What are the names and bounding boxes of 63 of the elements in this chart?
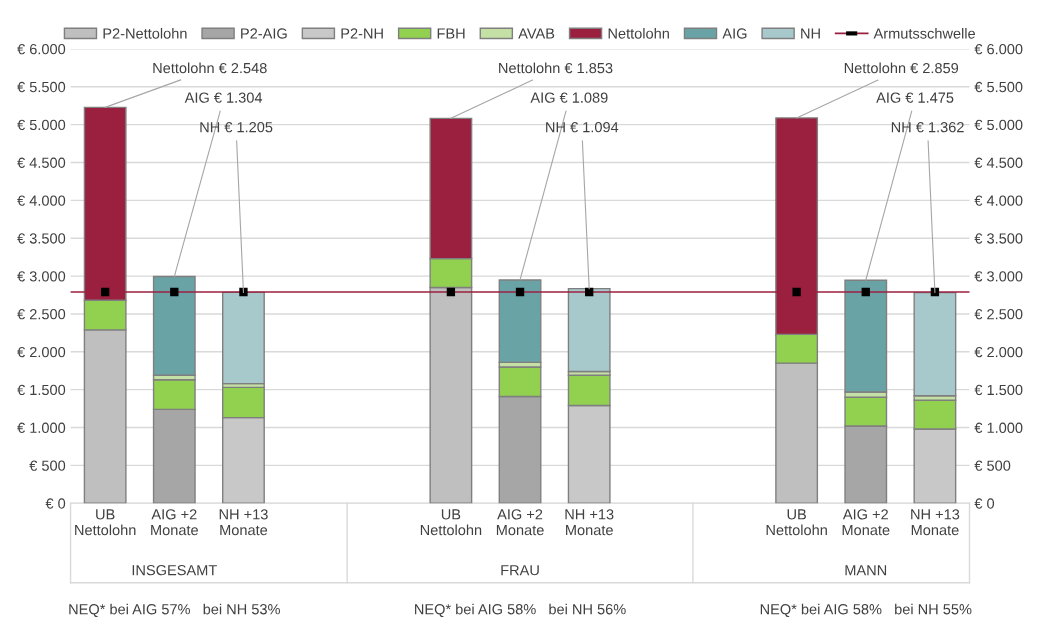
y-tick-label: € 500: [29, 460, 66, 471]
legend-label: AIG: [722, 28, 747, 39]
bar: [222, 291, 265, 385]
data-label: Nettolohn € 2.859: [844, 62, 959, 74]
y-tick-label: € 5.000: [17, 119, 66, 131]
x-tick-label: UB Nettolohn: [75, 509, 136, 536]
y-tick-label: € 0: [45, 498, 66, 509]
legend-label: Nettolohn: [608, 27, 669, 39]
x-tick-label: AIG +2 Monate: [496, 509, 544, 536]
x-tick-label: NH +13 Monate: [911, 509, 960, 536]
x-tick-label: NH +13 Monate: [219, 509, 268, 536]
data-label: NH € 1.362: [891, 122, 964, 133]
legend-label: Armutsschwelle: [873, 27, 976, 39]
x-tick-label: UB Nettolohn: [766, 509, 827, 536]
data-label: NH € 1.094: [546, 122, 619, 133]
y2-tick-label: € 6.000: [974, 44, 1023, 55]
legend-label: AVAB: [518, 28, 555, 39]
y-tick-label: € 4.500: [17, 157, 66, 168]
x-tick-label: AIG +2 Monate: [151, 509, 198, 536]
legend-label: P2-Nettolohn: [103, 27, 187, 39]
text: NEQ* bei AIG 58% bei NH 56%: [415, 603, 626, 617]
data-label: AIG € 1.475: [876, 92, 954, 103]
text: FRAU: [501, 565, 539, 576]
y-tick-label: € 3.000: [17, 271, 66, 282]
text: MANN: [845, 565, 887, 576]
y2-tick-label: € 1.500: [974, 384, 1023, 396]
y2-tick-label: € 5.500: [974, 81, 1023, 93]
y2-tick-label: € 0: [974, 498, 995, 509]
text: NEQ* bei AIG 58% bei NH 55%: [760, 603, 972, 617]
data-label: Nettolohn € 1.853: [499, 62, 613, 74]
y2-tick-label: € 2.000: [974, 346, 1023, 358]
y2-tick-label: € 500: [974, 460, 1011, 471]
x-tick-label: UB Nettolohn: [420, 509, 482, 536]
legend-label: FBH: [437, 28, 465, 39]
data-label: NH € 1.205: [200, 122, 273, 133]
bar: [498, 279, 542, 364]
y-tick-label: € 4.000: [17, 195, 66, 206]
legend-label: NH: [801, 28, 820, 39]
y-tick-label: € 2.000: [17, 346, 66, 358]
y-tick-label: € 1.500: [17, 384, 66, 396]
y2-tick-label: € 1.000: [974, 422, 1023, 433]
legend-label: P2-AIG: [241, 28, 287, 39]
data-label: AIG € 1.304: [184, 92, 263, 103]
y2-tick-label: € 3.500: [974, 233, 1023, 244]
y-tick-label: € 6.000: [17, 44, 66, 55]
y2-tick-label: € 4.000: [974, 195, 1023, 206]
legend-label: P2-NH: [341, 28, 383, 39]
data-label: Nettolohn € 2.548: [153, 62, 267, 74]
bar: [913, 291, 957, 397]
y2-tick-label: € 4.500: [974, 157, 1023, 168]
data-label: AIG € 1.089: [530, 92, 608, 103]
y-tick-label: € 3.500: [17, 233, 66, 244]
text: INSGESAMT: [132, 564, 217, 576]
x-tick-label: NH +13 Monate: [565, 509, 614, 536]
y-tick-label: € 2.500: [17, 309, 66, 320]
y-tick-label: € 5.500: [17, 81, 66, 93]
y-tick-label: € 1.000: [17, 422, 66, 433]
y2-tick-label: € 2.500: [974, 309, 1023, 320]
y2-tick-label: € 3.000: [974, 271, 1023, 282]
y2-tick-label: € 5.000: [974, 119, 1023, 131]
x-tick-label: AIG +2 Monate: [842, 509, 890, 536]
bar: [567, 287, 611, 373]
text: NEQ* bei AIG 57% bei NH 53%: [69, 603, 280, 617]
